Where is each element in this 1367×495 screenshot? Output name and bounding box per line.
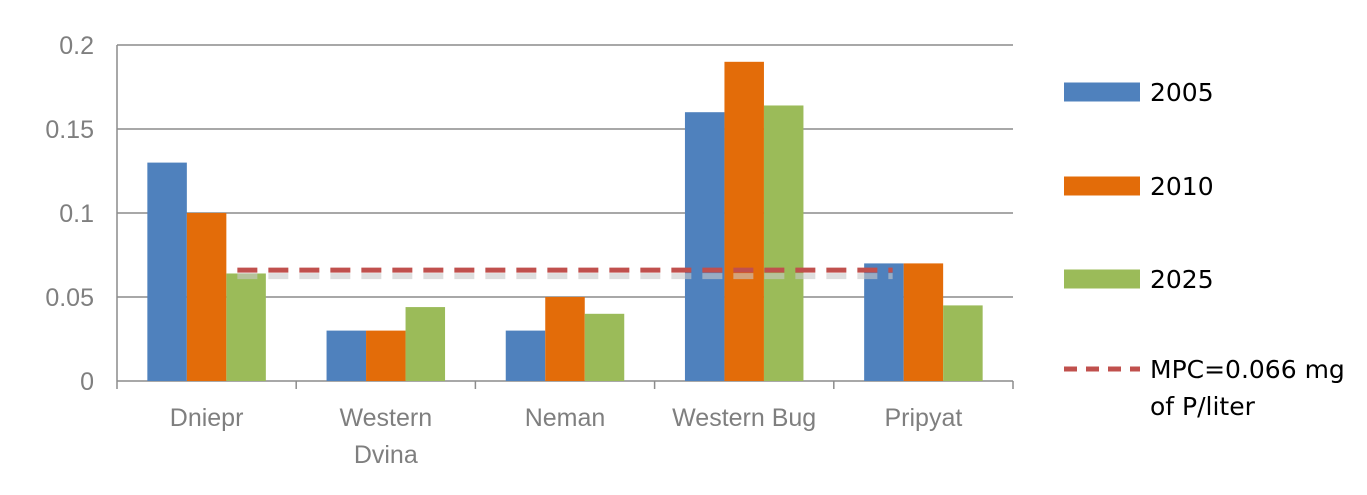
bar-2010-4 [903, 263, 944, 381]
bar-2005-1 [326, 330, 367, 381]
x-category-label: Western [339, 404, 432, 432]
bar-2010-2 [545, 297, 585, 381]
legend-label-2005: 2005 [1150, 78, 1214, 107]
bar-2005-3 [684, 112, 725, 381]
legend-label-reference: of P/liter [1150, 392, 1256, 421]
bar-2025-2 [584, 313, 625, 381]
legend-swatch-2005 [1064, 82, 1140, 102]
x-category-label: Neman [525, 404, 606, 432]
bar-2010-1 [366, 330, 406, 381]
legend: 2005 2010 2025 MPC=0.066 mg of P/liter [1064, 78, 1345, 421]
legend-label-2025: 2025 [1150, 265, 1214, 294]
gridlines [117, 44, 1013, 298]
bar-2005-2 [505, 330, 546, 381]
bar-2005-4 [864, 263, 904, 381]
bar-2025-0 [226, 273, 266, 381]
x-category-label: Western Bug [672, 404, 816, 432]
series-2005 [147, 112, 904, 381]
legend-swatch-2025 [1064, 269, 1140, 289]
y-tick-label: 0.05 [45, 284, 94, 312]
series-2025 [226, 105, 983, 381]
x-category-label: Pripyat [884, 404, 962, 432]
x-category-label: Dvina [354, 441, 418, 469]
legend-label-reference: MPC=0.066 mg [1150, 355, 1345, 384]
bar-2010-0 [186, 213, 227, 381]
legend-swatch-2010 [1064, 176, 1140, 196]
bar-2010-3 [724, 61, 764, 382]
legend-label-2010: 2010 [1150, 172, 1214, 201]
y-tick-label: 0.15 [45, 116, 94, 144]
x-category-label: Dniepr [170, 404, 244, 432]
series-2010 [186, 61, 944, 382]
bar-2025-4 [943, 305, 983, 381]
y-tick-label: 0.2 [59, 32, 94, 60]
y-tick-label: 0 [80, 368, 94, 396]
bar-2005-0 [147, 162, 187, 381]
bar-2025-3 [763, 105, 804, 381]
y-tick-label: 0.1 [59, 200, 94, 228]
bar-2025-1 [405, 307, 446, 381]
